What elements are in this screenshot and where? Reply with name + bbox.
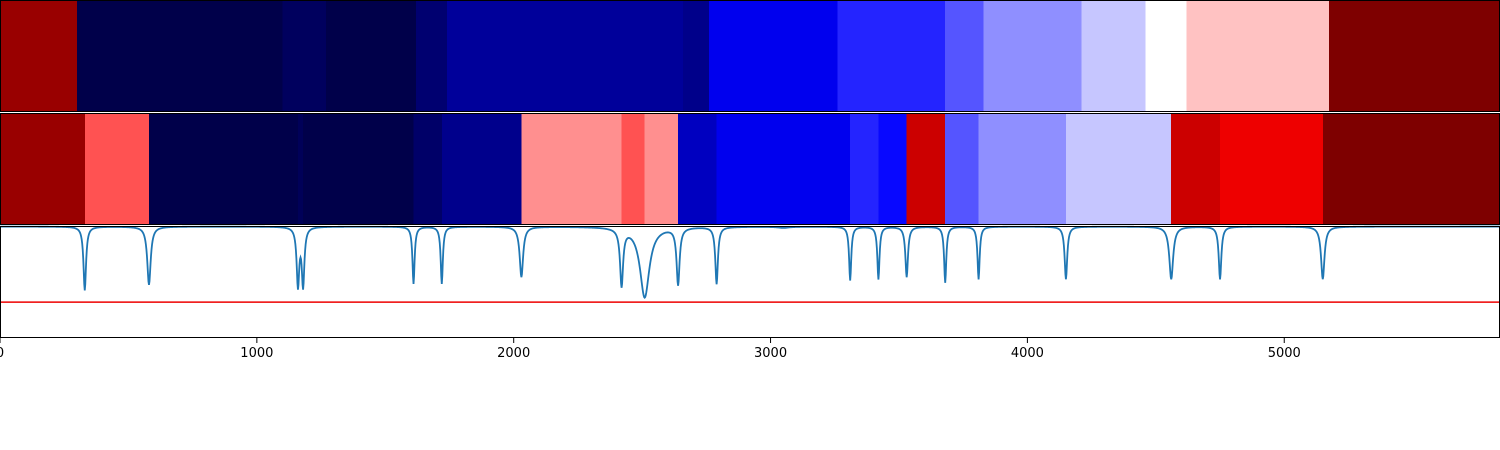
heatmap-cell — [148, 113, 299, 225]
heatmap-cell — [413, 113, 443, 225]
heatmap-cell — [84, 113, 150, 225]
heatmap-cell — [983, 0, 1082, 112]
x-axis: 0 1000 2000 3000 4000 5000 — [0, 338, 1301, 361]
panel-frame — [0, 226, 1500, 338]
heatmap-cell — [678, 113, 718, 225]
heatmap-cell — [303, 113, 415, 225]
heatmap-cell — [282, 0, 327, 112]
heatmap-cell — [837, 0, 946, 112]
heatmap-cell — [446, 0, 684, 112]
heatmap-cell — [945, 0, 985, 112]
heatmap-cell — [1186, 0, 1330, 112]
x-tick-label: 5000 — [1268, 346, 1301, 361]
heatmap-cell — [716, 113, 851, 225]
x-tick-label: 1000 — [240, 346, 273, 361]
heatmap-cell — [878, 113, 908, 225]
heatmap-cell — [77, 0, 284, 112]
heatmap-cell — [1171, 113, 1221, 225]
heatmap-cell — [0, 113, 86, 225]
heatmap-cell — [521, 113, 623, 225]
x-tick-label: 0 — [0, 346, 4, 361]
heatmap-cell — [850, 113, 880, 225]
heatmap-row-2 — [0, 113, 1500, 225]
heatmap-cell — [441, 113, 523, 225]
x-tick-label: 2000 — [497, 346, 530, 361]
x-tick-label: 4000 — [1011, 346, 1044, 361]
heatmap-cell — [1329, 0, 1500, 112]
heatmap-cell — [1145, 0, 1188, 112]
heatmap-cell — [1081, 0, 1147, 112]
heatmap-cell — [1220, 113, 1324, 225]
heatmap-row-1 — [0, 0, 1500, 112]
heatmap-cell — [1322, 113, 1500, 225]
heatmap-cell — [1065, 113, 1172, 225]
heatmap-cell — [326, 0, 417, 112]
line-panel — [0, 225, 1500, 303]
heatmap-cell — [683, 0, 710, 112]
heatmap-cell — [708, 0, 838, 112]
heatmap-cell — [297, 113, 304, 225]
x-tick-label: 3000 — [754, 346, 787, 361]
heatmap-cell — [621, 113, 646, 225]
heatmap-cell — [0, 0, 78, 112]
signal-line — [0, 225, 1500, 300]
heatmap-cell — [945, 113, 980, 225]
heatmap-cell — [644, 113, 679, 225]
heatmap-cell — [416, 0, 448, 112]
heatmap-cell — [906, 113, 946, 225]
heatmap-cell — [978, 113, 1067, 225]
